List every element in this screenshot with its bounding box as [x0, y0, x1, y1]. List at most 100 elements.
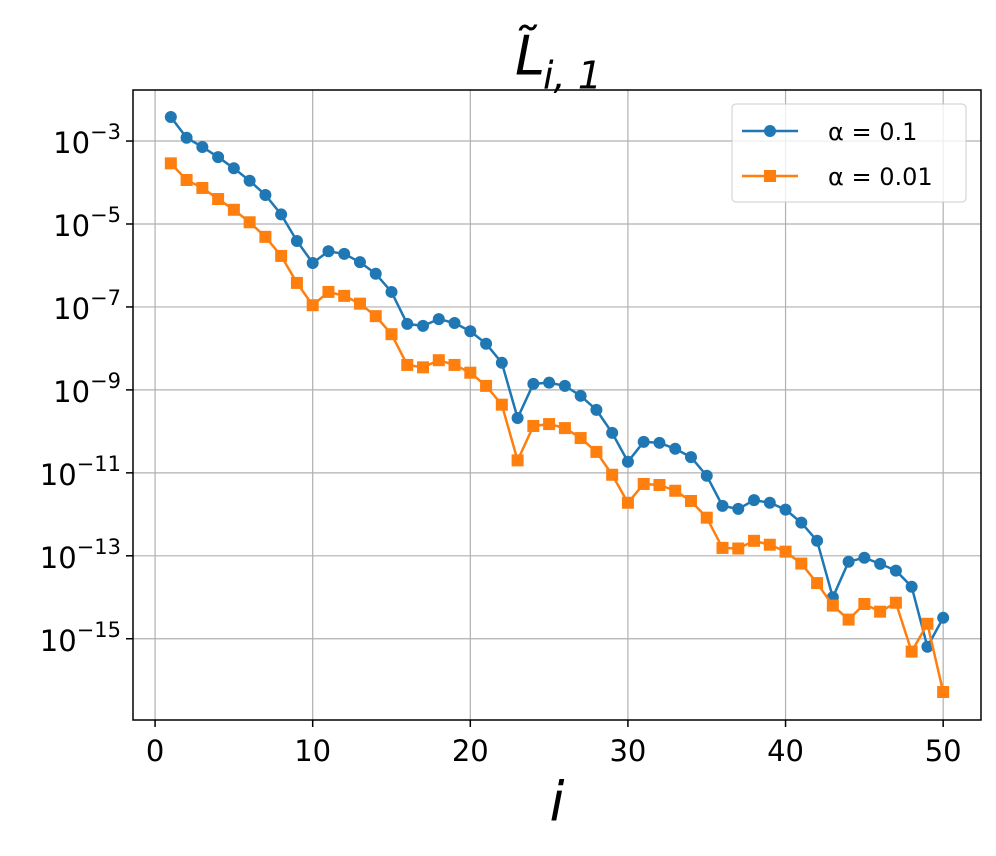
marker [889, 564, 902, 577]
marker [905, 580, 918, 593]
marker [874, 557, 887, 570]
x-tick-label: 10 [294, 734, 331, 768]
marker [495, 356, 508, 369]
marker [464, 325, 477, 338]
marker [558, 422, 571, 435]
marker [764, 125, 776, 137]
legend: α = 0.1 α = 0.01 [731, 103, 967, 203]
marker [401, 317, 414, 330]
marker [811, 577, 824, 590]
marker [417, 319, 430, 332]
marker [858, 551, 871, 564]
marker [196, 140, 209, 153]
chart-title-subscript: i, 1 [543, 54, 602, 98]
marker [369, 267, 382, 280]
marker [653, 478, 666, 491]
marker [716, 499, 729, 512]
marker [779, 545, 792, 558]
marker [779, 503, 792, 516]
marker [621, 496, 634, 509]
axes-frame [132, 89, 982, 721]
marker [621, 455, 634, 468]
marker [795, 557, 808, 570]
marker [243, 216, 256, 229]
marker [732, 542, 745, 555]
marker [290, 234, 303, 247]
marker [417, 361, 430, 374]
x-tick-label: 20 [452, 734, 489, 768]
marker [385, 328, 398, 341]
marker [212, 193, 225, 206]
marker [275, 208, 288, 221]
x-tick-label: 50 [925, 734, 962, 768]
marker [164, 110, 177, 123]
marker [290, 276, 303, 289]
marker [212, 151, 225, 164]
y-tick-label: 10−11 [40, 452, 121, 492]
marker [811, 534, 824, 547]
marker [558, 379, 571, 392]
y-tick-label: 10−15 [40, 618, 121, 658]
marker [684, 451, 697, 464]
y-tick-label: 10−13 [40, 535, 121, 575]
marker [842, 555, 855, 568]
legend-label: α = 0.1 [828, 118, 917, 146]
marker [480, 337, 493, 350]
marker [511, 412, 524, 425]
marker [432, 354, 445, 367]
marker [574, 389, 587, 402]
marker [448, 317, 461, 330]
marker [495, 398, 508, 411]
marker [464, 366, 477, 379]
marker [606, 468, 619, 481]
marker [275, 249, 288, 262]
marker [826, 599, 839, 612]
marker [637, 435, 650, 448]
x-tick-label: 0 [146, 734, 164, 768]
marker [700, 469, 713, 482]
marker [889, 596, 902, 609]
x-tick-label: 40 [767, 734, 804, 768]
marker [401, 358, 414, 371]
marker [574, 432, 587, 445]
marker [921, 640, 934, 653]
x-tick-label: 30 [609, 734, 646, 768]
marker [669, 484, 682, 497]
marker [590, 403, 603, 416]
marker [937, 611, 950, 624]
marker [763, 496, 776, 509]
marker [905, 645, 918, 658]
marker [259, 188, 272, 201]
marker [480, 379, 493, 392]
marker [527, 419, 540, 432]
marker [606, 426, 619, 439]
chart-title: L̃ [515, 25, 545, 88]
marker [684, 494, 697, 507]
marker [637, 477, 650, 490]
marker [527, 377, 540, 390]
marker [732, 502, 745, 515]
marker [543, 376, 556, 389]
marker [842, 613, 855, 626]
marker [196, 181, 209, 194]
legend-label: α = 0.01 [828, 163, 933, 191]
marker [227, 203, 240, 216]
marker [669, 442, 682, 455]
marker [338, 289, 351, 302]
marker [306, 256, 319, 269]
y-tick-label: 10−9 [53, 369, 121, 409]
marker [700, 511, 713, 524]
marker [338, 247, 351, 260]
marker [448, 358, 461, 371]
y-tick-label: 10−5 [53, 203, 121, 243]
marker [180, 131, 193, 144]
marker [858, 597, 871, 610]
marker [432, 313, 445, 326]
marker [385, 285, 398, 298]
marker [164, 157, 177, 170]
marker [227, 162, 240, 175]
marker [874, 605, 887, 618]
marker [243, 174, 256, 187]
marker [937, 686, 950, 699]
